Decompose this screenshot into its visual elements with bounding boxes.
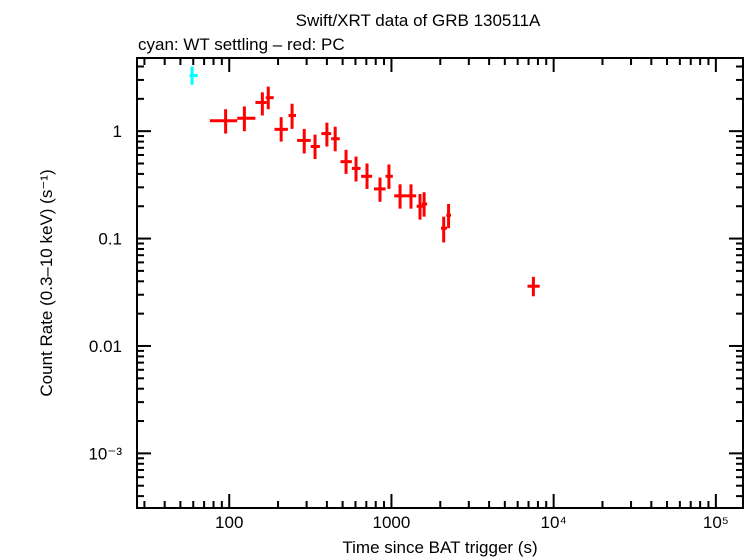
x-tick-label: 10⁵: [703, 513, 729, 532]
data-point: [361, 163, 373, 189]
data-point: [351, 156, 361, 182]
chart-title: Swift/XRT data of GRB 130511A: [296, 11, 541, 30]
data-point: [331, 126, 340, 152]
y-tick-label: 0.01: [89, 337, 122, 356]
data-point: [265, 86, 274, 110]
data-point: [274, 117, 288, 142]
data-point: [373, 177, 386, 202]
data-point: [189, 66, 198, 85]
x-tick-label: 100: [215, 513, 243, 532]
data-point: [255, 92, 267, 116]
data-point: [385, 164, 393, 189]
data-point: [321, 122, 332, 147]
y-tick-label: 10⁻³: [88, 444, 122, 463]
y-tick-label: 0.1: [98, 230, 122, 249]
data-point: [406, 184, 417, 209]
x-tick-label: 1000: [373, 513, 411, 532]
data-point: [421, 192, 428, 217]
data-point: [209, 109, 238, 134]
plot-frame: [136, 57, 744, 509]
data-point: [446, 203, 452, 229]
data-point: [416, 193, 423, 220]
data-point: [288, 103, 297, 129]
data-point: [310, 134, 320, 160]
y-tick-label: 1: [113, 122, 122, 141]
data-point: [340, 149, 352, 174]
chart-subtitle: cyan: WT settling – red: PC: [138, 35, 345, 54]
data-point: [297, 128, 311, 154]
y-axis-label: Count Rate (0.3–10 keV) (s⁻¹): [37, 169, 56, 396]
data-point: [527, 276, 540, 297]
data-point: [440, 216, 447, 243]
data-point: [237, 106, 256, 132]
data-point: [394, 184, 407, 209]
x-tick-label: 10⁴: [541, 513, 567, 532]
x-axis-label: Time since BAT trigger (s): [342, 538, 537, 557]
